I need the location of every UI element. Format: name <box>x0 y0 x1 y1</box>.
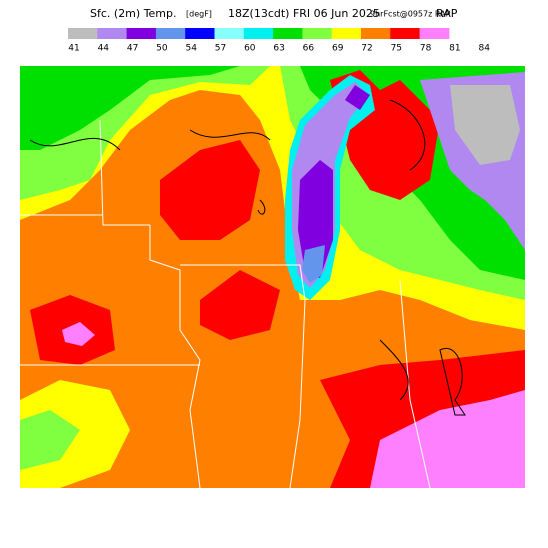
colorbar-label: 57 <box>215 44 226 54</box>
colorbar-label: 63 <box>273 44 284 54</box>
field-green <box>20 66 240 150</box>
field-pink-2 <box>370 390 525 488</box>
colorbar-label: 78 <box>420 44 432 54</box>
title-units: [degF] <box>186 10 212 19</box>
colorbar-swatch <box>68 28 98 39</box>
state-borders <box>20 119 431 488</box>
field-red-2 <box>200 270 280 340</box>
colorbar-swatch <box>243 28 274 39</box>
field-green-sw <box>20 410 80 470</box>
field-red-1 <box>160 140 260 240</box>
colorbar-label: 81 <box>449 44 460 54</box>
colorbar-swatch <box>97 28 128 39</box>
colorbar-label: 72 <box>361 44 372 54</box>
colorbar-swatch <box>214 28 245 39</box>
colorbar-swatch <box>126 28 157 39</box>
colorbar-swatch <box>185 28 215 39</box>
colorbar: 41 44 47 50 54 57 60 63 66 69 72 75 78 81 84 <box>68 28 490 54</box>
temperature-field <box>20 66 525 488</box>
colorbar-label: 41 <box>68 44 79 54</box>
lake-huron-gray <box>450 85 520 165</box>
field-pink-1 <box>62 322 95 346</box>
title-field: Sfc. (2m) Temp. <box>90 7 177 20</box>
title-time: 18Z(13cdt) FRI 06 Jun 2025 <box>228 7 380 20</box>
colorbar-swatch <box>419 28 450 39</box>
colorbar-swatch <box>155 28 186 39</box>
colorbar-label: 69 <box>332 44 344 54</box>
colorbar-swatch <box>390 28 421 39</box>
colorbar-swatch <box>273 28 303 39</box>
colorbar-label: 50 <box>156 44 168 54</box>
lake-michigan-blue <box>302 245 325 283</box>
colorbar-label: 84 <box>478 44 490 54</box>
colorbar-swatch <box>302 28 333 39</box>
colorbar-label: 47 <box>127 44 138 54</box>
title-model: RAP <box>436 7 458 20</box>
colorbar-swatch <box>331 28 362 39</box>
lake-purple-bay <box>345 85 370 110</box>
colorbar-label: 44 <box>98 44 110 54</box>
colorbar-swatch <box>361 28 391 39</box>
colorbar-label: 60 <box>244 44 256 54</box>
contours <box>29 99 466 416</box>
colorbar-label: 75 <box>391 44 402 54</box>
title-forecast: 9hrFcst@0957z RAP <box>370 10 451 19</box>
colorbar-label: 54 <box>185 44 197 54</box>
colorbar-label: 66 <box>303 44 315 54</box>
